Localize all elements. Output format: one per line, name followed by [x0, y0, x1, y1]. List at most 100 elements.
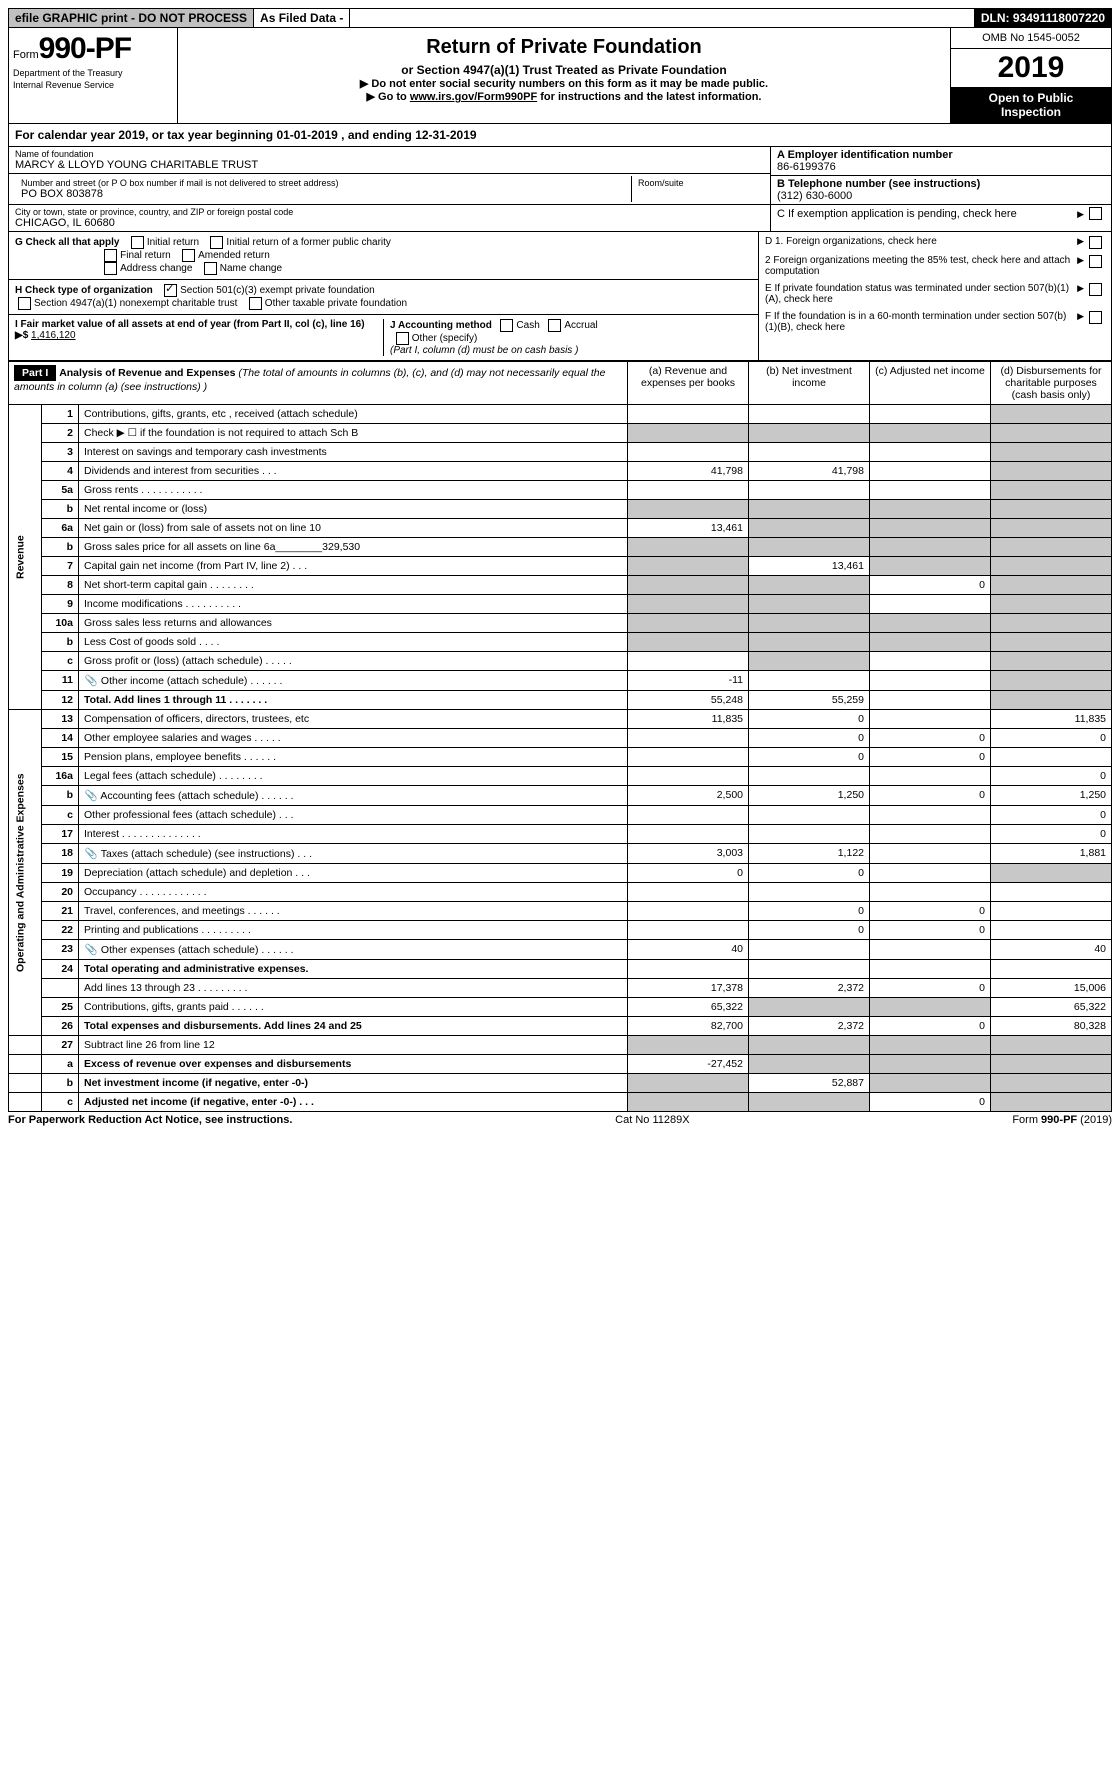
h-501c3-checkbox[interactable] — [164, 284, 177, 297]
table-row: 2Check ▶ ☐ if the foundation is not requ… — [9, 424, 1112, 443]
g-amended-return-checkbox[interactable] — [182, 249, 195, 262]
arrow-icon — [1077, 208, 1086, 220]
arrow-icon — [1077, 283, 1086, 305]
h-other-taxable-checkbox[interactable] — [249, 297, 262, 310]
d2-label: 2 Foreign organizations meeting the 85% … — [765, 255, 1077, 277]
cell-value: 3,003 — [628, 844, 749, 864]
cell-value: 40 — [991, 940, 1112, 960]
f-label: F If the foundation is in a 60-month ter… — [765, 311, 1077, 333]
j-cash-checkbox[interactable] — [500, 319, 513, 332]
table-row: 15Pension plans, employee benefits . . .… — [9, 748, 1112, 767]
table-row: 12Total. Add lines 1 through 11 . . . . … — [9, 691, 1112, 710]
cell-value — [749, 424, 870, 443]
attachment-icon[interactable]: 📎 — [84, 943, 98, 956]
cell-value — [991, 902, 1112, 921]
address-value: PO BOX 803878 — [21, 188, 625, 200]
table-row: cAdjusted net income (if negative, enter… — [9, 1093, 1112, 1112]
form-title-block: Return of Private Foundation or Section … — [178, 28, 950, 123]
irs-link[interactable]: www.irs.gov/Form990PF — [410, 91, 537, 103]
exemption-checkbox[interactable] — [1089, 207, 1102, 220]
g-name-change-checkbox[interactable] — [204, 262, 217, 275]
col-c-header: (c) Adjusted net income — [870, 362, 991, 405]
name-block: Name of foundation MARCY & LLOYD YOUNG C… — [8, 147, 1112, 232]
line-number: b — [42, 633, 79, 652]
cell-value — [628, 960, 749, 979]
cell-value: 0 — [870, 748, 991, 767]
part1-title: Analysis of Revenue and Expenses — [59, 367, 235, 379]
cell-value — [870, 1036, 991, 1055]
line-number: b — [42, 786, 79, 806]
cell-value — [991, 614, 1112, 633]
line-description: Interest . . . . . . . . . . . . . . — [79, 825, 628, 844]
cell-value — [749, 614, 870, 633]
attachment-icon[interactable]: 📎 — [84, 847, 98, 860]
line-number: 10a — [42, 614, 79, 633]
cell-value — [991, 1093, 1112, 1112]
line-number: 19 — [42, 864, 79, 883]
cell-value: 1,122 — [749, 844, 870, 864]
cell-value — [870, 998, 991, 1017]
cell-value — [991, 633, 1112, 652]
cell-value — [749, 405, 870, 424]
line-number: b — [42, 538, 79, 557]
line-description: Pension plans, employee benefits . . . .… — [79, 748, 628, 767]
g-address-change-checkbox[interactable] — [104, 262, 117, 275]
table-row: 8Net short-term capital gain . . . . . .… — [9, 576, 1112, 595]
cell-value: 0 — [749, 710, 870, 729]
cell-value — [628, 481, 749, 500]
f-checkbox[interactable] — [1089, 311, 1102, 324]
asfiled-label: As Filed Data - — [254, 9, 350, 27]
j-other-checkbox[interactable] — [396, 332, 409, 345]
table-row: 20Occupancy . . . . . . . . . . . . — [9, 883, 1112, 902]
attachment-icon[interactable]: 📎 — [84, 789, 98, 802]
e-checkbox[interactable] — [1089, 283, 1102, 296]
d2-checkbox[interactable] — [1089, 255, 1102, 268]
line-number: 4 — [42, 462, 79, 481]
cell-value — [628, 806, 749, 825]
table-row: cOther professional fees (attach schedul… — [9, 806, 1112, 825]
g-initial-former-checkbox[interactable] — [210, 236, 223, 249]
line-number: 15 — [42, 748, 79, 767]
cell-value — [749, 633, 870, 652]
cell-value: 0 — [991, 729, 1112, 748]
g-final-return-checkbox[interactable] — [104, 249, 117, 262]
i-value: 1,416,120 — [31, 330, 76, 341]
g-initial-return-checkbox[interactable] — [131, 236, 144, 249]
cell-value — [991, 1036, 1112, 1055]
j-accrual-checkbox[interactable] — [548, 319, 561, 332]
cell-value — [749, 481, 870, 500]
line-number: 6a — [42, 519, 79, 538]
cell-value — [628, 902, 749, 921]
table-row: 5aGross rents . . . . . . . . . . . — [9, 481, 1112, 500]
d1-checkbox[interactable] — [1089, 236, 1102, 249]
cell-value — [628, 424, 749, 443]
cell-value — [628, 1036, 749, 1055]
cell-value — [991, 519, 1112, 538]
cell-value: -11 — [628, 671, 749, 691]
cell-value: 41,798 — [749, 462, 870, 481]
cell-value — [991, 1074, 1112, 1093]
top-bar: efile GRAPHIC print - DO NOT PROCESS As … — [8, 8, 1112, 28]
table-row: cGross profit or (loss) (attach schedule… — [9, 652, 1112, 671]
form-note2: ▶ Go to www.irs.gov/Form990PF for instru… — [182, 90, 946, 103]
line-description: Contributions, gifts, grants, etc , rece… — [79, 405, 628, 424]
attachment-icon[interactable]: 📎 — [84, 674, 98, 687]
cell-value — [991, 921, 1112, 940]
cell-value: 80,328 — [991, 1017, 1112, 1036]
line-number: 2 — [42, 424, 79, 443]
line-description: Net rental income or (loss) — [79, 500, 628, 519]
line-description: Total expenses and disbursements. Add li… — [79, 1017, 628, 1036]
cell-value: 0 — [749, 729, 870, 748]
cell-value — [628, 443, 749, 462]
h-4947-checkbox[interactable] — [18, 297, 31, 310]
section-vertical-label: Operating and Administrative Expenses — [9, 710, 42, 1036]
cell-value — [991, 500, 1112, 519]
line-number: c — [42, 652, 79, 671]
year-end: 12-31-2019 — [415, 128, 476, 142]
line-description: Total operating and administrative expen… — [79, 960, 628, 979]
line-number: c — [42, 1093, 79, 1112]
cell-value: 0 — [870, 786, 991, 806]
arrow-icon — [1077, 255, 1086, 277]
cell-value: 2,500 — [628, 786, 749, 806]
table-row: 22Printing and publications . . . . . . … — [9, 921, 1112, 940]
